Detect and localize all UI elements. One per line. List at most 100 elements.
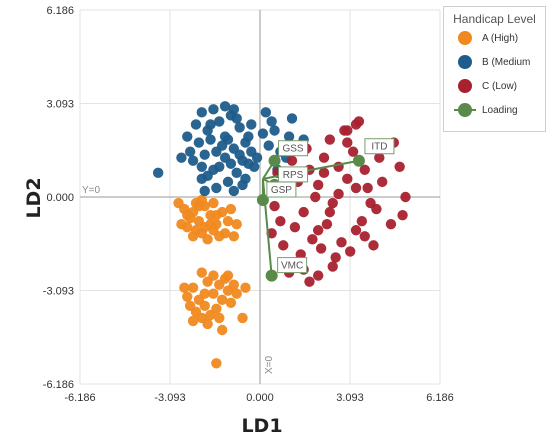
loading-label-3: GSP [271,185,292,196]
data-point-s1-0 [193,137,205,148]
data-point-s2-27 [342,137,353,148]
data-point-s2-15 [330,252,341,263]
data-point-s2-42 [333,188,344,200]
data-point-s1-10 [214,116,225,127]
data-point-s0-30 [196,267,208,278]
data-point-s0-50 [208,270,219,281]
data-point-s0-59 [216,324,228,336]
legend-swatch-b [458,55,472,69]
data-point-s1-35 [214,161,225,172]
x-tick-label-2: 0.000 [246,392,274,404]
data-point-s2-20 [318,152,330,163]
data-point-s2-56 [318,167,330,179]
data-point-s0-48 [225,297,237,309]
data-point-s0-16 [176,219,187,230]
data-point-s2-44 [275,215,286,227]
loading-point-0 [352,154,365,167]
tick-labels: -6.186 -3.093 0.000 3.093 6.186 6.186 3.093 0.0… [43,5,454,404]
data-point-s1-18 [243,131,254,142]
data-point-s2-51 [400,191,411,203]
data-point-s2-33 [377,176,388,188]
data-point-s1-57 [251,152,263,163]
data-point-s1-9 [234,122,245,133]
loading-label-box-1 [278,140,309,157]
data-point-s1-25 [202,170,213,182]
data-point-s0-27 [228,231,240,242]
x-tick-label-4: 6.186 [426,392,454,404]
data-point-s2-30 [312,270,324,281]
data-point-s0-33 [208,288,219,299]
data-point-s0-43 [211,303,222,315]
data-point-s2-31 [327,261,338,272]
data-point-s2-22 [347,146,359,157]
legend-title: Handicap Level [453,12,536,26]
loading-point-3 [256,194,269,207]
data-point-s1-53 [176,152,187,163]
data-point-s2-32 [359,164,370,175]
data-point-s2-34 [385,219,397,230]
y-tick-label-0: 6.186 [46,5,74,17]
legend-item-c: C (Low) [444,74,545,98]
data-point-s0-51 [187,315,199,327]
y0-label: Y=0 [82,185,101,196]
data-point-s0-36 [182,291,193,302]
loading-vectors: ITD GSS RPS GSP VMC [256,138,395,282]
data-point-s0-10 [208,197,219,209]
data-point-s2-39 [350,119,362,130]
data-point-s0-49 [228,279,240,290]
data-point-s2-10 [336,237,347,248]
data-point-s0-20 [225,203,237,215]
data-point-s2-14 [315,243,327,254]
data-point-s0-32 [187,282,199,293]
data-point-s2-41 [312,225,324,236]
data-point-s2-47 [365,197,376,209]
legend-swatch-loading [454,103,476,117]
data-point-s2-23 [362,182,373,194]
y-axis-title: LD2 [23,177,45,218]
x-tick-label-0: -6.186 [64,392,95,404]
data-point-s0-47 [202,318,213,330]
data-point-s0-37 [199,300,210,312]
data-point-s1-39 [205,119,216,130]
data-point-s2-0 [269,200,280,212]
data-point-s0-8 [202,234,213,245]
data-point-s0-46 [184,300,196,312]
data-point-s0-42 [179,282,190,293]
data-point-s1-49 [286,113,298,124]
data-point-s1-43 [283,131,295,142]
data-point-s2-54 [304,276,315,287]
data-point-s0-52 [214,312,225,324]
x-axis-title: LD1 [241,415,282,437]
data-point-s0-22 [219,228,231,239]
data-point-s0-18 [187,231,199,242]
data-point-s0-19 [222,215,234,227]
legend: Handicap Level A (High) B (Medium C (Low… [443,6,546,132]
data-point-s1-48 [266,116,277,127]
loading-label-box-4 [277,257,308,274]
legend-item-b: B (Medium [444,50,545,74]
data-point-s2-8 [307,234,318,245]
loading-label-0: ITD [371,142,387,153]
data-point-s1-31 [208,104,219,115]
legend-label-loading: Loading [482,104,518,116]
data-points [152,101,411,369]
data-point-s2-46 [324,206,336,218]
data-point-s1-22 [211,182,222,194]
x-tick-label-3: 3.093 [336,392,364,404]
x-tick-label-1: -3.093 [154,392,185,404]
data-point-s0-21 [231,219,242,230]
data-point-s0-56 [240,282,251,293]
data-point-s1-36 [237,179,248,191]
data-point-s1-27 [219,152,231,163]
loading-label-1: GSS [282,144,303,155]
legend-swatch-c [458,79,472,93]
data-point-s1-38 [243,158,254,169]
data-point-s1-30 [182,131,193,142]
data-point-s1-32 [231,113,242,124]
data-point-s2-6 [356,215,368,227]
data-point-s2-57 [359,231,370,242]
data-point-s0-24 [205,219,216,230]
data-point-s1-12 [199,149,210,160]
data-point-s1-55 [219,101,231,112]
